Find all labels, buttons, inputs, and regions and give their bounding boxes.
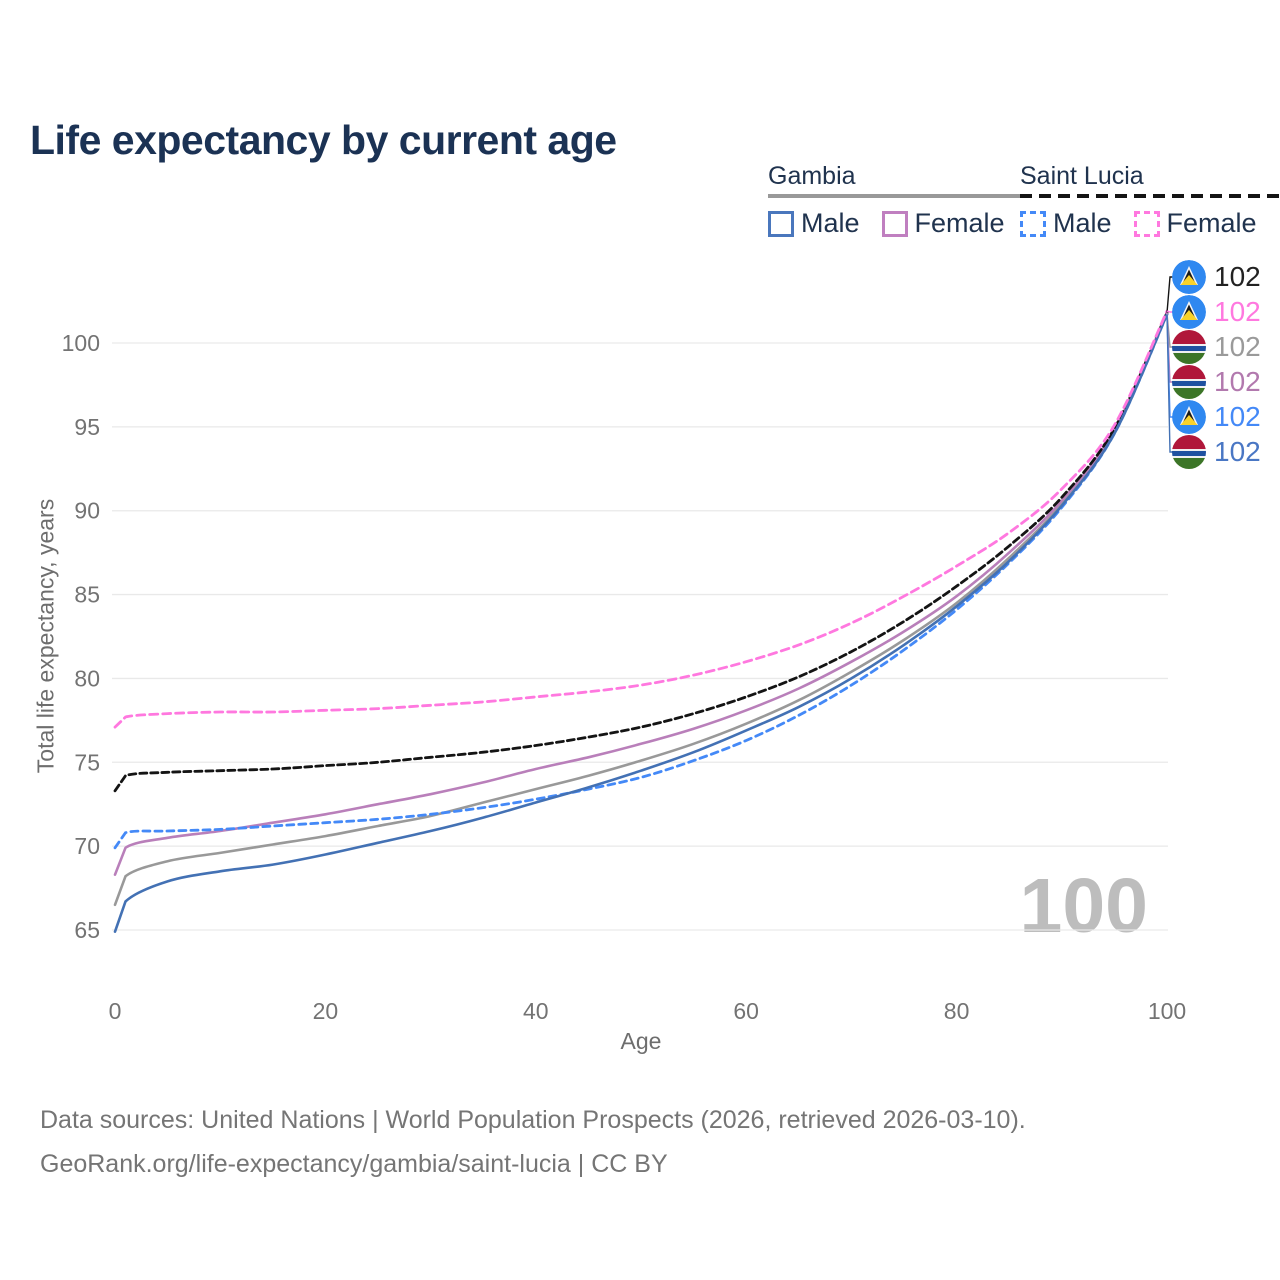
y-tick-label: 65: [74, 917, 100, 943]
gambia-female-swatch-icon: [881, 210, 908, 237]
age-indicator-watermark: 100: [1019, 863, 1148, 949]
legend-group-gambia: Gambia Male Female: [768, 162, 1027, 239]
legend: Gambia Male Female Saint Lucia Male Fema…: [0, 162, 1280, 248]
y-tick-label: 75: [74, 749, 100, 775]
series-line[interactable]: [113, 313, 1169, 933]
series-line[interactable]: [113, 311, 1169, 876]
x-axis-title: Age: [620, 1028, 662, 1054]
legend-item-label: Male: [801, 208, 860, 238]
legend-country-gambia[interactable]: Gambia: [768, 162, 856, 190]
gambia-line-style-swatch: [768, 194, 1027, 198]
legend-country-saint-lucia[interactable]: Saint Lucia: [1020, 162, 1144, 190]
x-tick-label: 60: [733, 998, 759, 1024]
y-tick-label: 90: [74, 498, 100, 524]
legend-item-label: Female: [1166, 208, 1257, 238]
legend-item-saint-lucia-male[interactable]: Male: [1020, 208, 1112, 239]
attribution-text: GeoRank.org/life-expectancy/gambia/saint…: [40, 1150, 668, 1178]
page-title: Life expectancy by current age: [30, 117, 617, 164]
legend-item-label: Male: [1053, 208, 1112, 238]
saint-lucia-male-swatch-icon: [1020, 210, 1046, 237]
series-line[interactable]: [113, 309, 1169, 729]
end-label-connector: [1166, 314, 1187, 453]
end-label-connector: [1166, 276, 1187, 313]
end-label-connector: [1166, 312, 1187, 348]
y-axis-title: Total life expectancy, years: [32, 498, 59, 774]
legend-item-gambia-female[interactable]: Female: [881, 208, 1005, 239]
saint-lucia-line-style-swatch: [1020, 194, 1279, 198]
end-label-connector: [1166, 310, 1187, 313]
series-line[interactable]: [113, 311, 1169, 907]
y-tick-label: 100: [62, 330, 100, 356]
legend-item-gambia-male[interactable]: Male: [768, 208, 860, 239]
y-tick-label: 80: [74, 665, 100, 691]
y-tick-label: 85: [74, 582, 100, 608]
x-tick-label: 20: [313, 998, 339, 1024]
x-tick-label: 0: [109, 998, 122, 1024]
y-tick-label: 95: [74, 414, 100, 440]
legend-item-saint-lucia-female[interactable]: Female: [1133, 208, 1257, 239]
gambia-male-swatch-icon: [768, 210, 794, 237]
saint-lucia-female-swatch-icon: [1133, 210, 1160, 237]
series-line[interactable]: [113, 311, 1169, 793]
legend-group-saint-lucia: Saint Lucia Male Female: [1020, 162, 1279, 239]
data-source-text: Data sources: United Nations | World Pop…: [40, 1106, 1026, 1134]
x-tick-label: 40: [523, 998, 549, 1024]
x-tick-label: 80: [944, 998, 970, 1024]
end-label-connector: [1166, 314, 1187, 418]
footer: Data sources: United Nations | World Pop…: [40, 1106, 1026, 1194]
x-tick-label: 100: [1148, 998, 1186, 1024]
legend-item-label: Female: [914, 208, 1005, 238]
y-tick-label: 70: [74, 833, 100, 859]
